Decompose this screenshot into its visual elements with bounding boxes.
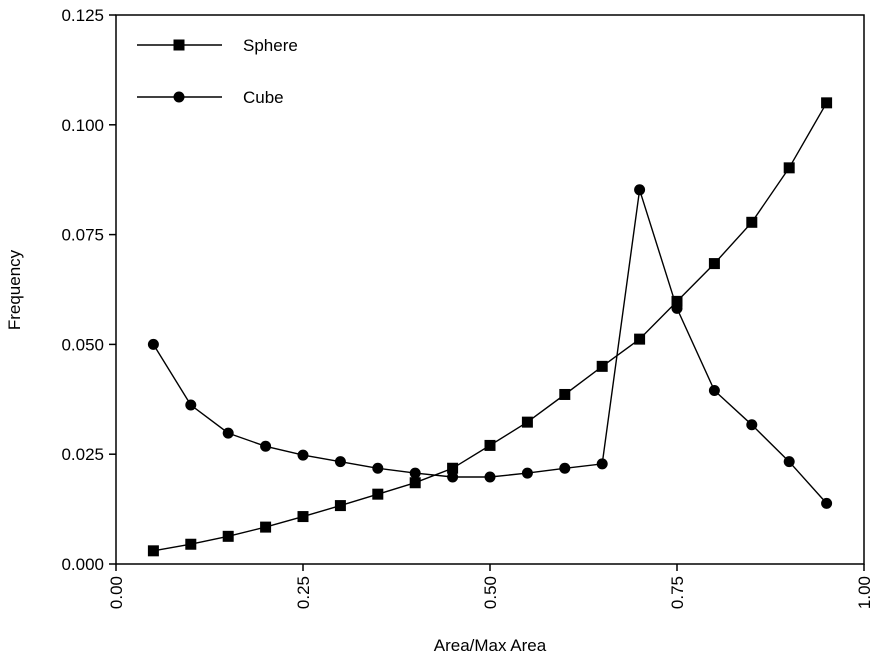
sphere-point bbox=[783, 162, 795, 174]
sphere-point bbox=[634, 333, 646, 345]
legend-label: Cube bbox=[243, 88, 284, 107]
sphere-point bbox=[484, 439, 496, 451]
sphere-point bbox=[147, 545, 159, 557]
cube-point bbox=[447, 471, 459, 483]
legend-label: Sphere bbox=[243, 36, 298, 55]
legend-item-cube: Cube bbox=[137, 88, 284, 107]
legend-marker bbox=[173, 91, 185, 103]
cube-point bbox=[783, 456, 795, 468]
x-tick-label: 1.00 bbox=[855, 576, 874, 609]
cube-point bbox=[334, 456, 346, 468]
cube-point bbox=[821, 497, 833, 509]
cube-point bbox=[297, 449, 309, 461]
sphere-point bbox=[372, 488, 384, 500]
sphere-point bbox=[297, 511, 309, 523]
legend: Sphere Cube bbox=[137, 36, 298, 107]
sphere-point bbox=[596, 360, 608, 372]
y-tick-label: 0.100 bbox=[61, 116, 104, 135]
sphere-point bbox=[521, 416, 533, 428]
series-cube bbox=[147, 184, 833, 509]
sphere-point bbox=[447, 462, 459, 474]
series-layer bbox=[147, 97, 833, 557]
sphere-point bbox=[746, 216, 758, 228]
sphere-line bbox=[153, 102, 828, 552]
cube-point bbox=[372, 462, 384, 474]
cube-point bbox=[521, 467, 533, 479]
cube-point bbox=[185, 399, 197, 411]
y-tick-label: 0.000 bbox=[61, 555, 104, 574]
cube-line bbox=[152, 189, 828, 504]
cube-point bbox=[634, 184, 646, 196]
sphere-point bbox=[409, 477, 421, 489]
sphere-point bbox=[821, 97, 833, 109]
sphere-point bbox=[708, 258, 720, 270]
y-tick-label: 0.125 bbox=[61, 6, 104, 25]
x-tick-label: 0.50 bbox=[481, 576, 500, 609]
cube-point bbox=[559, 462, 571, 474]
x-axis: 0.00 0.25 0.50 0.75 1.00 bbox=[107, 564, 874, 609]
sphere-point bbox=[222, 530, 234, 542]
sphere-point bbox=[559, 388, 571, 400]
sphere-point bbox=[260, 521, 272, 533]
y-tick-label: 0.075 bbox=[61, 226, 104, 245]
x-tick-label: 0.00 bbox=[107, 576, 126, 609]
sphere-point bbox=[185, 538, 197, 550]
cube-point bbox=[260, 440, 272, 452]
cube-point bbox=[147, 338, 159, 350]
cube-point bbox=[222, 427, 234, 439]
series-sphere bbox=[147, 97, 833, 557]
y-tick-label: 0.025 bbox=[61, 445, 104, 464]
x-axis-title: Area/Max Area bbox=[434, 636, 547, 655]
y-axis: 0.000 0.025 0.050 0.075 0.100 0.125 bbox=[61, 6, 116, 574]
x-tick-label: 0.25 bbox=[294, 576, 313, 609]
legend-item-sphere: Sphere bbox=[137, 36, 298, 55]
cube-point bbox=[484, 471, 496, 483]
legend-marker bbox=[173, 39, 185, 51]
sphere-point bbox=[334, 500, 346, 512]
cube-point bbox=[671, 302, 683, 314]
cube-point bbox=[708, 385, 720, 397]
cube-point bbox=[746, 419, 758, 431]
y-axis-title: Frequency bbox=[5, 249, 24, 330]
cube-point bbox=[409, 467, 421, 479]
y-tick-label: 0.050 bbox=[61, 335, 104, 354]
cube-point bbox=[596, 458, 608, 470]
x-tick-label: 0.75 bbox=[668, 576, 687, 609]
sphere-point bbox=[671, 295, 683, 307]
